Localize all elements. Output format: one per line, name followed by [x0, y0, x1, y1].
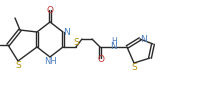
- Text: H: H: [111, 36, 116, 45]
- Text: O: O: [46, 5, 53, 15]
- Text: S: S: [15, 61, 21, 69]
- Text: N: N: [140, 35, 147, 44]
- Text: N: N: [110, 41, 117, 50]
- Text: S: S: [130, 62, 136, 72]
- Text: NH: NH: [44, 57, 57, 66]
- Text: O: O: [97, 54, 104, 64]
- Text: N: N: [63, 28, 70, 36]
- Text: S: S: [73, 37, 78, 46]
